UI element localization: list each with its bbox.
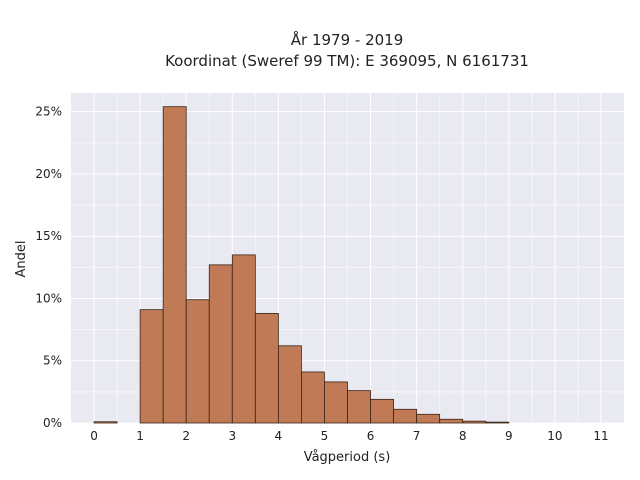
x-tick-label: 4 xyxy=(275,429,283,443)
y-axis-label: Andel xyxy=(14,241,29,278)
histogram-bar xyxy=(485,421,510,424)
x-tick-label: 10 xyxy=(547,429,562,443)
histogram-bar xyxy=(393,408,418,424)
histogram-bar xyxy=(254,313,279,424)
y-tick-label: 10% xyxy=(35,291,62,305)
chart-title: År 1979 - 2019 xyxy=(291,30,404,49)
y-tick-label: 5% xyxy=(43,354,62,368)
y-tick-label: 0% xyxy=(43,416,62,430)
histogram-bar xyxy=(347,390,371,424)
histogram-bar xyxy=(231,254,256,424)
x-tick-label: 1 xyxy=(136,429,144,443)
histogram-bar xyxy=(416,413,441,424)
histogram-bar xyxy=(277,345,302,424)
y-tick-label: 25% xyxy=(35,105,62,119)
histogram-bar xyxy=(370,398,394,424)
x-tick-label: 3 xyxy=(228,429,236,443)
x-tick-label: 5 xyxy=(321,429,329,443)
x-tick-label: 11 xyxy=(593,429,608,443)
x-tick-label: 6 xyxy=(367,429,375,443)
bars xyxy=(93,106,510,424)
x-tick-label: 7 xyxy=(413,429,421,443)
x-tick-label: 2 xyxy=(182,429,190,443)
chart-subtitle: Koordinat (Sweref 99 TM): E 369095, N 61… xyxy=(165,52,529,70)
y-axis-ticks: 0% 5% 10% 15% 20% 25% xyxy=(35,105,62,430)
y-tick-label: 20% xyxy=(35,167,62,181)
histogram-bar xyxy=(93,421,118,424)
histogram-bar xyxy=(162,106,187,424)
histogram-bar xyxy=(462,420,487,424)
histogram-bar xyxy=(139,309,164,424)
x-tick-label: 9 xyxy=(505,429,513,443)
histogram-bar xyxy=(185,299,210,424)
histogram-bar xyxy=(208,264,233,424)
grid-lines xyxy=(71,93,624,424)
x-axis-ticks: 0 1 2 3 4 5 6 7 8 9 10 11 xyxy=(90,429,608,443)
x-axis-label: Vågperiod (s) xyxy=(304,450,391,465)
x-tick-label: 8 xyxy=(459,429,467,443)
x-tick-label: 0 xyxy=(90,429,98,443)
histogram-bar xyxy=(439,418,464,424)
y-tick-label: 15% xyxy=(35,229,62,243)
histogram-bar xyxy=(301,371,325,424)
histogram-bar xyxy=(324,381,348,424)
